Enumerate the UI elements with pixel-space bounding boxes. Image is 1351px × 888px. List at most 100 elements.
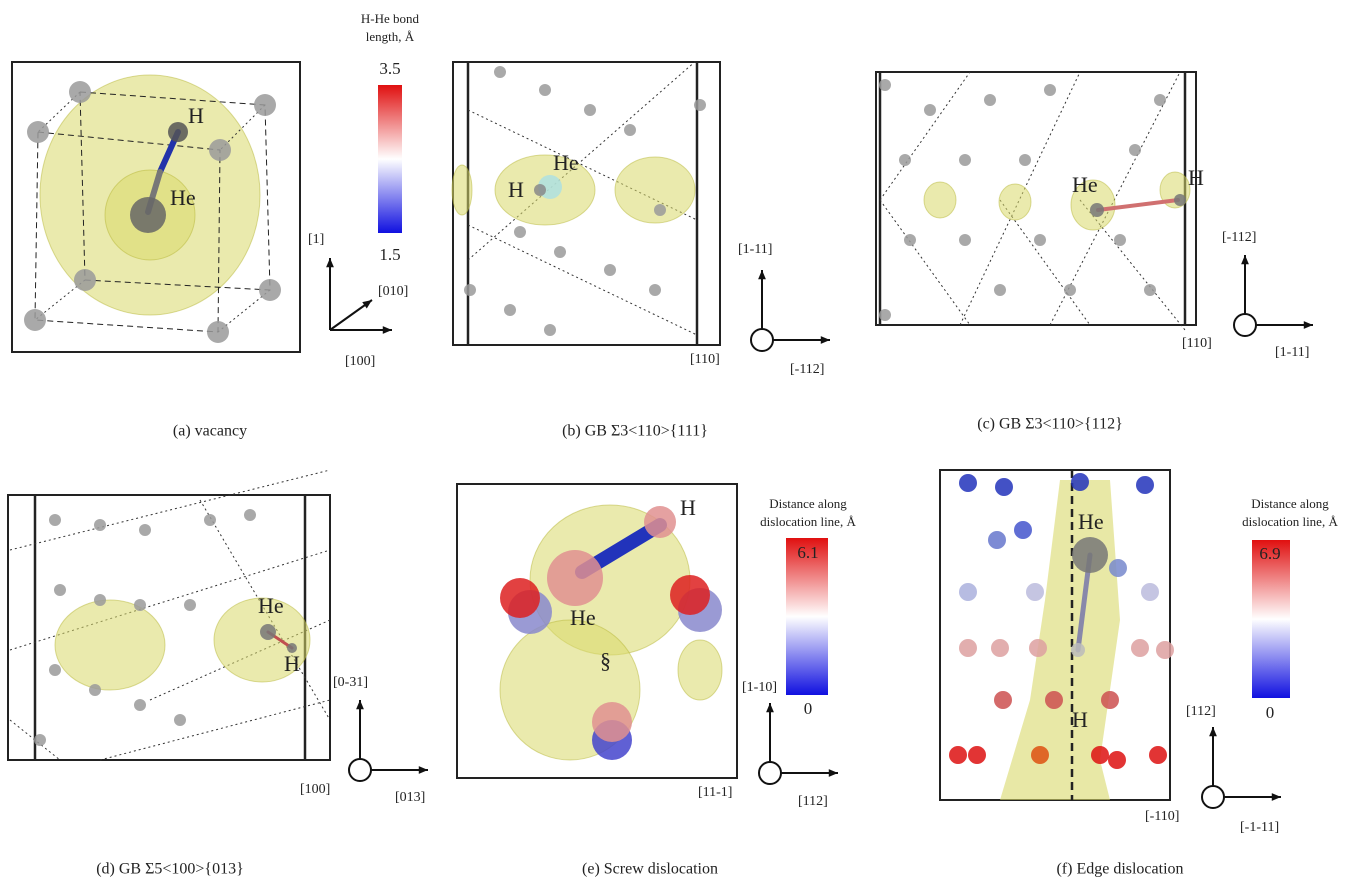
colorbar-max: 6.1 xyxy=(797,543,818,562)
atom xyxy=(207,321,229,343)
axis-origin xyxy=(1202,786,1224,808)
axis-origin xyxy=(759,762,781,784)
axis-label: [100] xyxy=(300,782,330,797)
colorbar-title: length, Å xyxy=(366,29,415,44)
isosurface xyxy=(678,640,722,700)
caption: (d) GB Σ5<100>{013} xyxy=(96,861,244,878)
atom xyxy=(624,124,636,136)
atom-label: He xyxy=(1072,172,1098,197)
atom xyxy=(968,746,986,764)
atom xyxy=(1108,751,1126,769)
atom xyxy=(959,234,971,246)
atom xyxy=(1144,284,1156,296)
axis-origin xyxy=(1234,314,1256,336)
axis-label: [-112] xyxy=(1222,230,1256,245)
atom xyxy=(49,514,61,526)
atom xyxy=(584,104,596,116)
plane-line xyxy=(100,700,330,760)
isosurface xyxy=(999,184,1031,220)
axis-label: [110] xyxy=(1182,336,1212,351)
figure: (a) vacancy (b) GB Σ3<110>{111} (c) GB Σ… xyxy=(0,0,1351,883)
atom xyxy=(994,691,1012,709)
atom xyxy=(547,550,603,606)
atom xyxy=(1071,643,1085,657)
atom xyxy=(1064,284,1076,296)
atom xyxy=(534,184,546,196)
arrow-head xyxy=(419,766,428,774)
atom xyxy=(1131,639,1149,657)
colorbar xyxy=(378,85,402,233)
colorbar-max: 3.5 xyxy=(379,59,400,78)
atom xyxy=(1136,476,1154,494)
caption: (e) Screw dislocation xyxy=(582,861,718,878)
atom xyxy=(134,699,146,711)
atom-label: H xyxy=(680,495,696,520)
arrow-head xyxy=(1209,727,1217,736)
atom xyxy=(959,583,977,601)
atom xyxy=(959,474,977,492)
axis-origin xyxy=(349,759,371,781)
atom xyxy=(924,104,936,116)
atom xyxy=(1141,583,1159,601)
atom xyxy=(879,79,891,91)
atom xyxy=(984,94,996,106)
atom xyxy=(34,734,46,746)
page: (a) vacancy (b) GB Σ3<110>{111} (c) GB Σ… xyxy=(0,0,1351,888)
atom xyxy=(54,584,66,596)
atom xyxy=(649,284,661,296)
colorbar-title: dislocation line, Å xyxy=(760,514,856,529)
atom xyxy=(500,578,540,618)
atom xyxy=(69,81,91,103)
axis-label: [1] xyxy=(308,232,324,247)
atom xyxy=(1149,746,1167,764)
colorbar-min: 1.5 xyxy=(379,245,400,264)
arrow-head xyxy=(326,258,334,267)
isosurface xyxy=(452,165,472,215)
atom xyxy=(879,309,891,321)
atom-label: H xyxy=(188,103,204,128)
atom xyxy=(994,284,1006,296)
axis-label: [010] xyxy=(378,284,408,299)
atom xyxy=(209,139,231,161)
atom xyxy=(184,599,196,611)
axis-label: [0-31] xyxy=(333,675,368,690)
atom xyxy=(544,324,556,336)
atom xyxy=(464,284,476,296)
colorbar-min: 0 xyxy=(804,699,813,718)
atom xyxy=(514,226,526,238)
axis-label: [100] xyxy=(345,354,375,369)
atom-label: He xyxy=(258,593,284,618)
plane-line xyxy=(880,72,970,200)
atom xyxy=(694,99,706,111)
atom xyxy=(49,664,61,676)
atom-label: He xyxy=(570,605,596,630)
arrow-head xyxy=(362,300,372,309)
atom xyxy=(94,519,106,531)
atom-label: H xyxy=(284,651,300,676)
arrow-head xyxy=(758,270,766,279)
atom xyxy=(134,599,146,611)
atom xyxy=(1031,746,1049,764)
atom-label: H xyxy=(1072,707,1088,732)
axis-origin xyxy=(751,329,773,351)
atom xyxy=(1156,641,1174,659)
atom-label: He xyxy=(170,185,196,210)
atom xyxy=(1029,639,1047,657)
caption: (a) vacancy xyxy=(173,423,247,440)
atom xyxy=(174,714,186,726)
isosurface xyxy=(55,600,165,690)
atom xyxy=(1114,234,1126,246)
atom xyxy=(259,279,281,301)
arrow-head xyxy=(1241,255,1249,264)
caption: (b) GB Σ3<110>{111} xyxy=(562,423,708,440)
atom-label: He xyxy=(1078,509,1104,534)
axis-label: [11-1] xyxy=(698,785,732,800)
atom xyxy=(1034,234,1046,246)
atom xyxy=(604,264,616,276)
atom xyxy=(139,524,151,536)
arrow-head xyxy=(1272,793,1281,801)
atom xyxy=(654,204,666,216)
arrow-head xyxy=(356,700,364,709)
colorbar-min: 0 xyxy=(1266,703,1275,722)
atom xyxy=(1154,94,1166,106)
